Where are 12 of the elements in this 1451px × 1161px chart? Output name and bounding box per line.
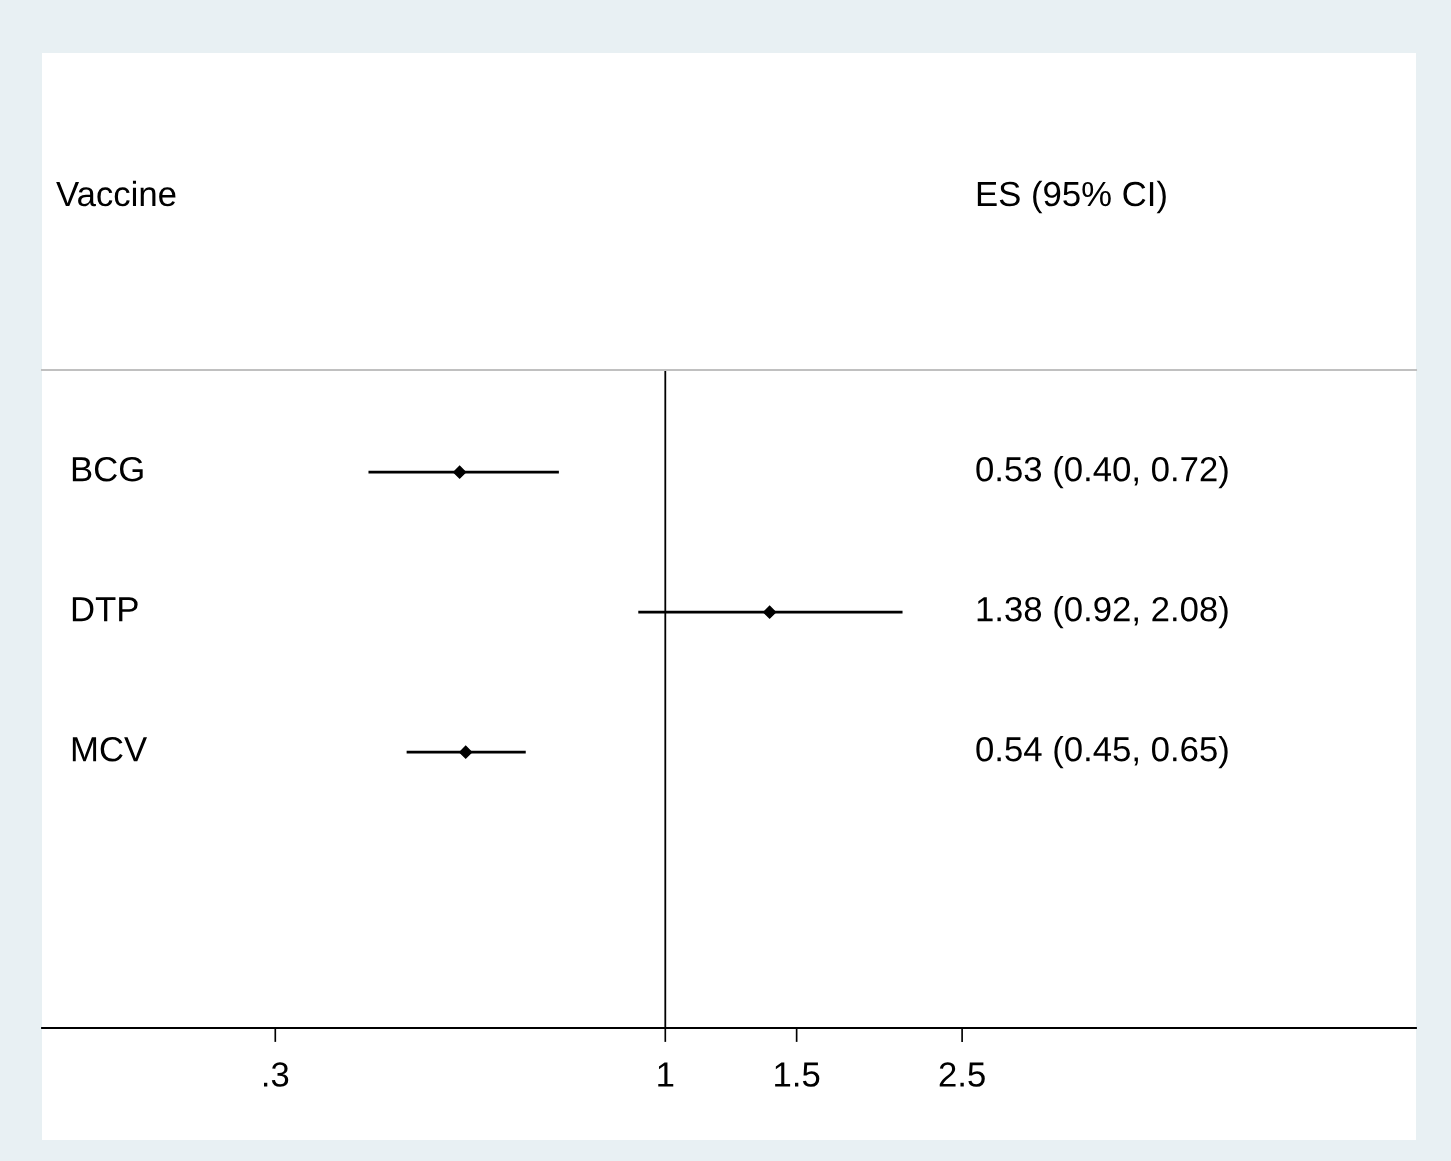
x-tick-label: .3 [263, 1062, 289, 1087]
x-tick-label: 2.5 [939, 1062, 985, 1087]
y-tick-label: MCV [72, 736, 148, 762]
annotation: 0.54 (0.45, 0.65) [976, 736, 1228, 769]
x-tick-label: 1 [658, 1062, 674, 1087]
annotation: 0.53 (0.40, 0.72) [976, 456, 1228, 489]
y-tick-label: DTP [72, 597, 138, 622]
annotation: 1.38 (0.92, 2.08) [977, 596, 1228, 629]
y-tick-label: BCG [72, 456, 143, 482]
x-tick-label: 1.5 [775, 1062, 820, 1087]
text: Vaccine [56, 180, 176, 207]
text: ES (95% CI) [977, 180, 1166, 214]
